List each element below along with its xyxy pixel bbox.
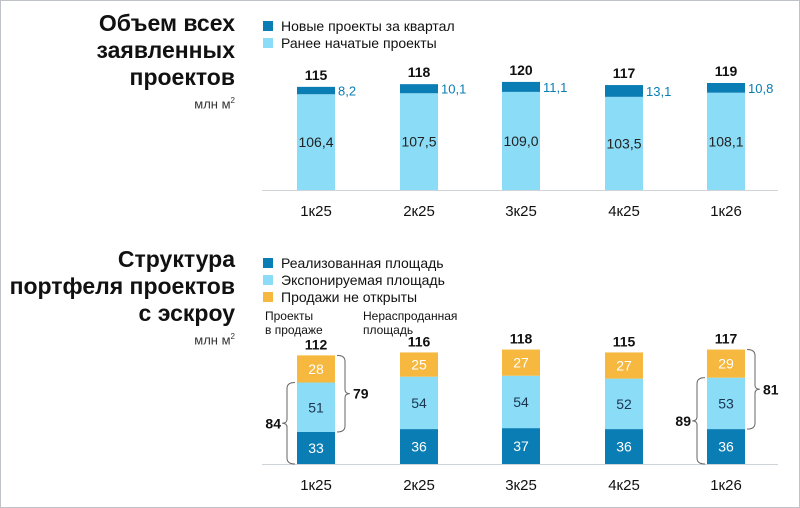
data-label-not-opened: 27	[513, 355, 529, 371]
data-label-new: 10,8	[748, 81, 773, 96]
legend-item-earlier: Ранее начатые проекты	[263, 34, 455, 51]
data-label-sold: 33	[308, 440, 324, 456]
data-label-new: 11,1	[543, 80, 567, 95]
bar-exposed-area	[502, 375, 540, 429]
bottom-chart-unit: млн м2	[194, 332, 235, 348]
bar-sales-not-opened	[400, 352, 438, 377]
data-label-exposed: 51	[308, 399, 324, 415]
data-label-new: 8,2	[338, 84, 356, 99]
data-label-exposed: 53	[718, 395, 734, 411]
x-tick-label: 1к26	[710, 203, 742, 220]
data-label-total: 117	[613, 65, 636, 81]
data-label-exposed: 52	[616, 396, 632, 412]
bar-sold-area	[297, 431, 335, 464]
bar-new-projects	[400, 84, 438, 94]
bracket-on-sale	[692, 377, 706, 465]
annotation-unsold: 79	[353, 386, 369, 402]
x-tick-label: 2к25	[403, 477, 435, 494]
x-tick-label: 4к25	[608, 203, 640, 220]
data-label-earlier: 109,0	[503, 133, 538, 149]
bar-sold-area	[502, 428, 540, 464]
annotation-on-sale: 84	[265, 415, 281, 431]
data-label-new: 13,1	[646, 84, 671, 99]
data-label-exposed: 54	[513, 394, 529, 410]
data-label-sold: 37	[513, 438, 529, 454]
bar-earlier-projects	[400, 93, 438, 190]
bar-exposed-area	[400, 376, 438, 430]
data-label-total: 116	[408, 333, 431, 349]
legend-item-exposed: Экспонируемая площадь	[263, 271, 445, 288]
x-tick-label: 1к25	[300, 203, 332, 220]
legend-item-not-opened: Продажи не открыты	[263, 288, 445, 305]
data-label-new: 10,1	[441, 82, 466, 97]
data-label-not-opened: 29	[718, 356, 734, 372]
data-label-earlier: 107,5	[401, 134, 436, 150]
data-label-earlier: 106,4	[298, 134, 333, 150]
bar-earlier-projects	[707, 92, 745, 190]
top-chart-title: Объем всех заявленных проектов	[96, 10, 236, 90]
top-chart-unit: млн м2	[194, 96, 235, 112]
bar-sales-not-opened	[502, 349, 540, 376]
note-projects-on-sale: Проекты в продаже	[265, 309, 323, 337]
data-label-sold: 36	[616, 439, 632, 455]
x-tick-label: 3к25	[505, 203, 537, 220]
bottom-chart-title: Структура портфеля проектов с эскроу	[9, 246, 235, 326]
x-tick-label: 4к25	[608, 477, 640, 494]
bar-sales-not-opened	[707, 349, 745, 378]
data-label-sold: 36	[718, 439, 734, 455]
bracket-unsold	[746, 349, 760, 430]
top-legend: Новые проекты за квартал Ранее начатые п…	[263, 17, 455, 51]
data-label-sold: 36	[411, 439, 427, 455]
data-label-not-opened: 28	[308, 361, 324, 377]
bar-new-projects	[605, 85, 643, 97]
bar-new-projects	[297, 86, 335, 95]
x-tick-label: 2к25	[403, 203, 435, 220]
data-label-total: 112	[305, 336, 328, 352]
bar-sales-not-opened	[297, 355, 335, 383]
bar-new-projects	[502, 81, 540, 92]
bracket-on-sale	[282, 382, 296, 465]
bar-sales-not-opened	[605, 352, 643, 379]
bar-earlier-projects	[502, 91, 540, 190]
x-tick-label: 1к26	[710, 477, 742, 494]
data-label-total: 117	[715, 331, 738, 347]
bar-sold-area	[707, 429, 745, 464]
bar-new-projects	[707, 82, 745, 93]
legend-item-new: Новые проекты за квартал	[263, 17, 455, 34]
data-label-total: 120	[509, 62, 533, 78]
bar-earlier-projects	[297, 94, 335, 190]
data-label-not-opened: 27	[616, 358, 632, 374]
data-label-total: 115	[613, 333, 636, 349]
legend-item-sold: Реализованная площадь	[263, 254, 445, 271]
bar-exposed-area	[297, 382, 335, 432]
data-label-earlier: 108,1	[708, 133, 743, 149]
x-tick-label: 3к25	[505, 477, 537, 494]
data-label-total: 115	[305, 67, 328, 83]
note-unsold-area: Нераспроданная площадь	[363, 309, 458, 337]
bar-sold-area	[605, 429, 643, 464]
bottom-legend: Реализованная площадь Экспонируемая площ…	[263, 254, 445, 305]
bar-sold-area	[400, 429, 438, 464]
x-tick-label: 1к25	[300, 477, 332, 494]
data-label-exposed: 54	[411, 395, 427, 411]
annotation-on-sale: 89	[675, 413, 691, 429]
data-label-not-opened: 25	[411, 357, 427, 373]
bar-exposed-area	[605, 378, 643, 430]
data-label-total: 118	[408, 64, 431, 80]
data-label-total: 118	[510, 331, 533, 347]
data-label-total: 119	[715, 63, 738, 79]
annotation-unsold: 81	[763, 381, 779, 397]
bracket-unsold	[336, 354, 350, 433]
bar-earlier-projects	[605, 96, 643, 190]
bar-exposed-area	[707, 377, 745, 430]
data-label-earlier: 103,5	[606, 135, 641, 151]
